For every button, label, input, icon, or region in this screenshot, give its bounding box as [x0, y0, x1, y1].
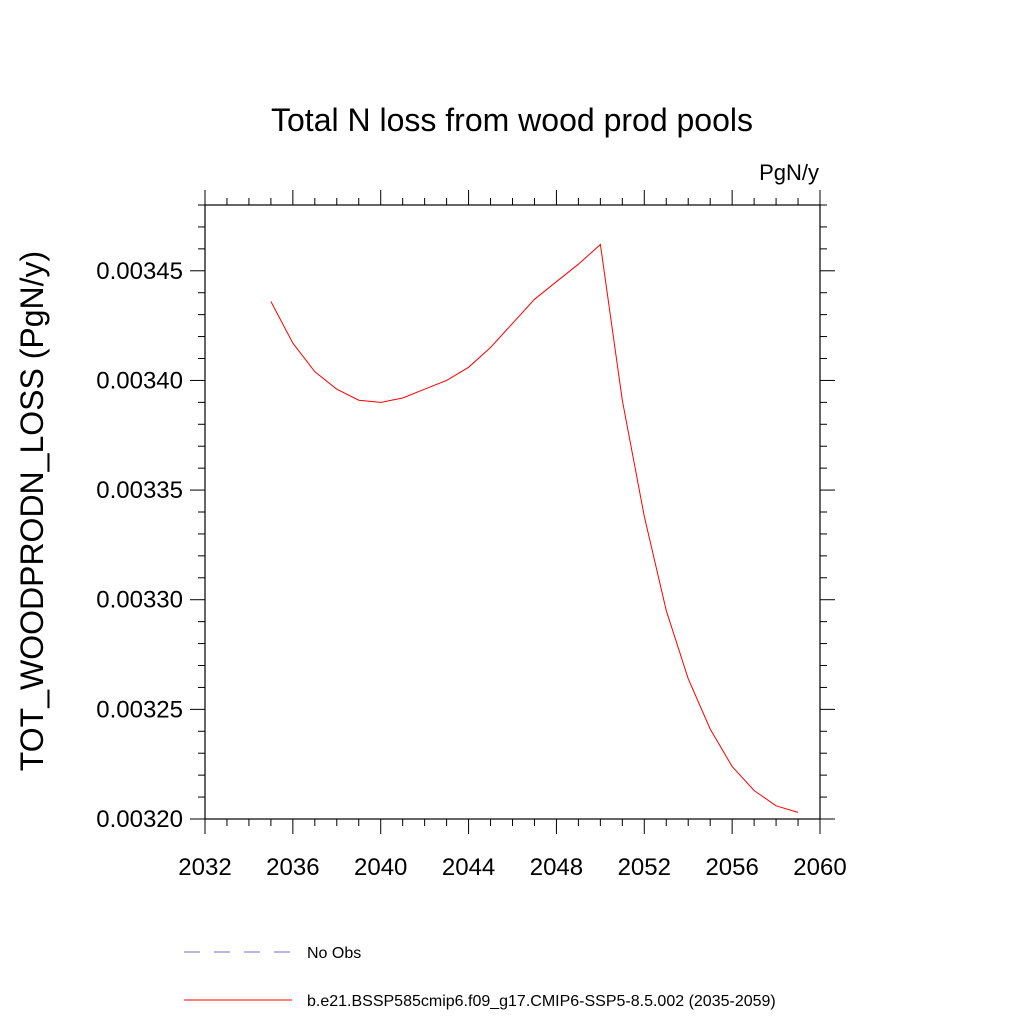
y-tick-label: 0.00345: [96, 258, 183, 285]
y-tick-label: 0.00330: [96, 587, 183, 614]
x-tick-label: 2060: [793, 854, 846, 881]
y-tick-label: 0.00340: [96, 367, 183, 394]
x-tick-label: 2048: [530, 854, 583, 881]
x-tick-label: 2040: [354, 854, 407, 881]
x-tick-label: 2036: [266, 854, 319, 881]
data-series: [270, 243, 799, 813]
legend: No Obs b.e21.BSSP585cmip6.f09_g17.CMIP6-S…: [184, 945, 776, 1010]
series-line-1: [270, 243, 799, 813]
x-tick-label: 2052: [618, 854, 671, 881]
y-tick-label: 0.00320: [96, 806, 183, 833]
y-tick-label: 0.00325: [96, 696, 183, 723]
y-axis-label: TOT_WOODPRODN_LOSS (PgN/y): [14, 251, 50, 771]
x-tick-label: 2032: [178, 854, 231, 881]
legend-label-1: b.e21.BSSP585cmip6.f09_g17.CMIP6-SSP5-8.…: [307, 993, 776, 1010]
units-label: PgN/y: [759, 160, 819, 185]
axis-tick-labels: 2032 2036 2040 2044 2048 2052 2056 2060 0.00320 0…: [96, 258, 846, 881]
chart-title: Total N loss from wood prod pools: [271, 102, 753, 138]
plot-frame: [204, 204, 821, 820]
y-tick-label: 0.00335: [96, 477, 183, 504]
x-tick-label: 2044: [442, 854, 495, 881]
axis-ticks: [190, 190, 835, 834]
x-tick-label: 2056: [705, 854, 758, 881]
legend-label-0: No Obs: [307, 945, 361, 962]
